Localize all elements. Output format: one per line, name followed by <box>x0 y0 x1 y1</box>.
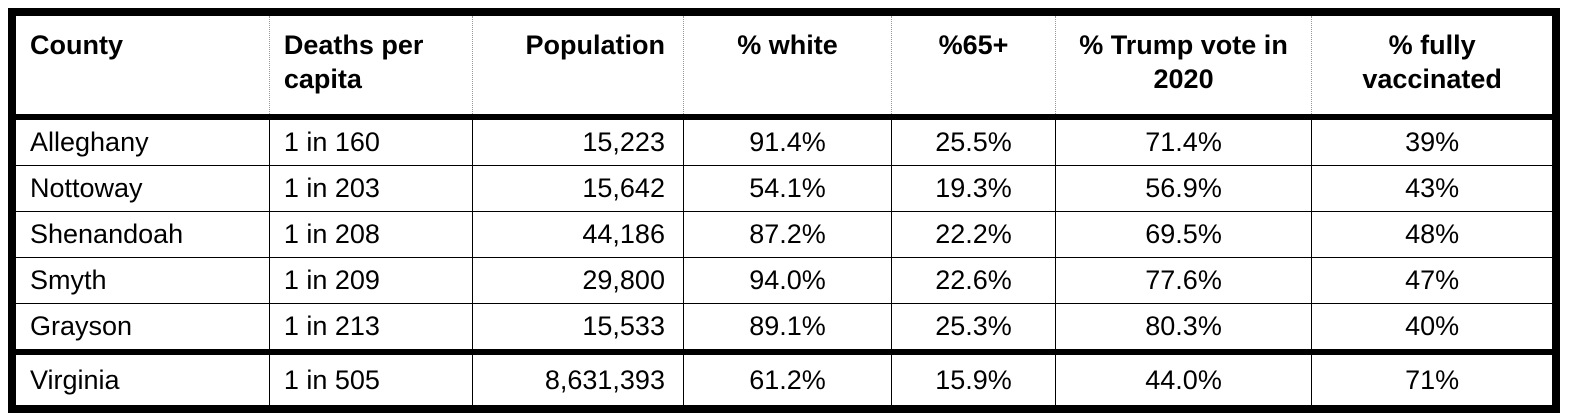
table-cell: 54.1% <box>682 165 893 212</box>
table-cell: 48% <box>1311 211 1557 258</box>
table-cell: 71.4% <box>1054 116 1313 166</box>
table-cell: 25.5% <box>891 116 1056 166</box>
table-cell: 40% <box>1311 303 1557 353</box>
table-cell: 56.9% <box>1054 165 1313 212</box>
table-cell: 1 in 160 <box>268 116 473 166</box>
table-cell: 43% <box>1311 165 1557 212</box>
table-cell: 39% <box>1311 116 1557 166</box>
table-cell: 29,800 <box>471 257 684 304</box>
table-cell: 15,223 <box>471 116 684 166</box>
table-cell: 44,186 <box>471 211 684 258</box>
table-cell: 77.6% <box>1054 257 1313 304</box>
header-cell: Population <box>471 12 684 120</box>
table-cell: 94.0% <box>682 257 893 304</box>
table-cell: 22.2% <box>891 211 1056 258</box>
total-cell: 61.2% <box>682 349 893 410</box>
total-cell: 1 in 505 <box>268 349 473 410</box>
table-cell: Grayson <box>12 303 270 353</box>
table-cell: 80.3% <box>1054 303 1313 353</box>
total-cell: 71% <box>1311 349 1557 410</box>
table-cell: 15,642 <box>471 165 684 212</box>
table-cell: 1 in 209 <box>268 257 473 304</box>
table-body: Alleghany 1 in 160 15,223 91.4% 25.5% 71.4% 39… <box>12 116 1557 410</box>
total-row: Virginia 1 in 505 8,631,393 61.2% 15.9% 44.0%… <box>12 349 1557 410</box>
total-cell: Virginia <box>12 349 270 410</box>
header-cell: %65+ <box>891 12 1056 120</box>
total-cell: 8,631,393 <box>471 349 684 410</box>
table-row: Alleghany 1 in 160 15,223 91.4% 25.5% 71.4% 39… <box>12 116 1557 166</box>
table-cell: 19.3% <box>891 165 1056 212</box>
table-cell: 69.5% <box>1054 211 1313 258</box>
header-cell: % white <box>682 12 892 120</box>
table-cell: Shenandoah <box>12 211 270 258</box>
total-cell: 15.9% <box>891 349 1056 410</box>
table-row: Grayson 1 in 213 15,533 89.1% 25.3% 80.3% 40% <box>12 303 1557 353</box>
total-cell: 44.0% <box>1054 349 1313 410</box>
table-cell: 47% <box>1311 257 1557 304</box>
data-table: County Deaths per capita Population% white… <box>8 8 1560 413</box>
header-cell: County <box>12 12 270 120</box>
table-cell: 91.4% <box>682 116 893 166</box>
header-cell: % fully vaccinated <box>1311 12 1556 120</box>
table-cell: 1 in 203 <box>268 165 473 212</box>
table-cell: Alleghany <box>12 116 270 166</box>
table-row: Nottoway 1 in 203 15,642 54.1% 19.3% 56.9% 43% <box>12 165 1557 212</box>
header-cell: % Trump vote in 2020 <box>1054 12 1312 120</box>
table-cell: Nottoway <box>12 165 270 212</box>
table-row: Smyth 1 in 209 29,800 94.0% 22.6% 77.6% 47% <box>12 257 1557 304</box>
table-cell: 89.1% <box>682 303 893 353</box>
table-cell: 25.3% <box>891 303 1056 353</box>
table-cell: 1 in 208 <box>268 211 473 258</box>
table-cell: 15,533 <box>471 303 684 353</box>
header-row: County Deaths per capita Population% white… <box>12 12 1556 120</box>
table-cell: 1 in 213 <box>268 303 473 353</box>
table-cell: Smyth <box>12 257 270 304</box>
header-cell: Deaths per capita <box>268 12 473 120</box>
table-cell: 87.2% <box>682 211 893 258</box>
table-cell: 22.6% <box>891 257 1056 304</box>
table-row: Shenandoah 1 in 208 44,186 87.2% 22.2% 69.5% 4… <box>12 211 1557 258</box>
